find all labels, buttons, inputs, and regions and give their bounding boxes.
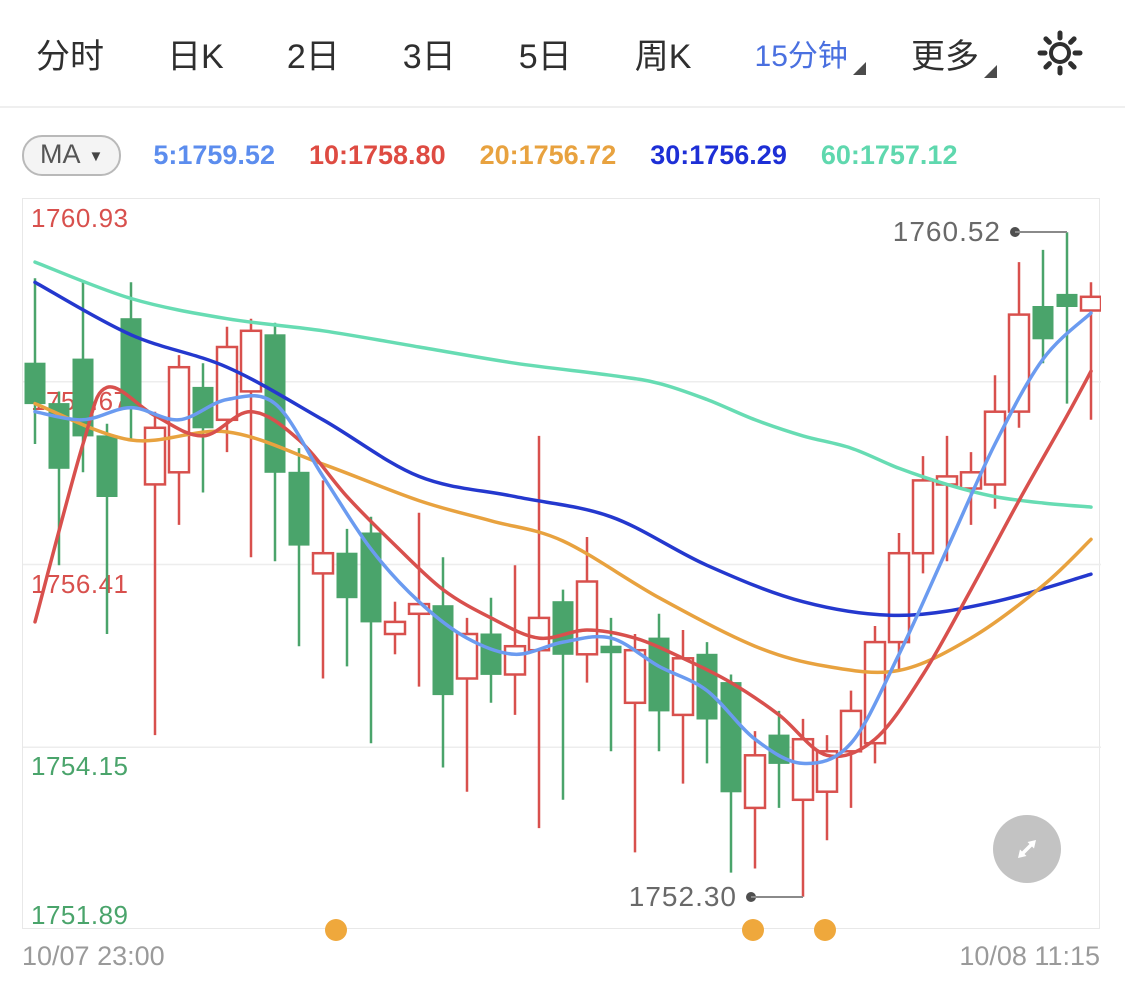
ma-values: 5:1759.52 10:1758.80 20:1756.72 30:1756.29 6… xyxy=(153,140,957,171)
tab-更多[interactable]: 更多 xyxy=(911,29,997,78)
ma-value-60: 60:1757.12 xyxy=(820,139,958,170)
ma-value-30: 30:1756.29 xyxy=(650,139,787,170)
candlestick-plot xyxy=(23,232,1101,897)
ma-selector-label: MA xyxy=(40,138,81,169)
price-axis-label: 1760.93 xyxy=(31,203,129,233)
chevron-down-icon: ▼ xyxy=(88,147,104,165)
ma-value-20: 20:1756.72 xyxy=(479,139,617,170)
fullscreen-button[interactable] xyxy=(993,815,1061,883)
price-axis-label: 1754.15 xyxy=(31,751,129,782)
price-axis-label: 1751.89 xyxy=(31,900,129,930)
dropdown-caret-icon xyxy=(983,64,997,78)
timeframe-tabs: 分时 日K 2日 3日 5日 周K 15分钟 更多 xyxy=(36,29,997,78)
tab-周K[interactable]: 周K xyxy=(634,37,692,76)
ma-value-5: 5:1759.52 xyxy=(153,139,275,170)
time-axis-start: 10/07 23:00 xyxy=(22,941,165,971)
ma-indicator-bar: MA ▼ 5:1759.52 10:1758.80 20:1756.72 30:175… xyxy=(22,132,1102,178)
settings-button[interactable] xyxy=(1035,28,1085,78)
expand-arrows-icon xyxy=(1018,840,1036,858)
gear-icon xyxy=(1037,30,1083,76)
tab-日K[interactable]: 日K xyxy=(167,37,224,76)
tab-3日[interactable]: 3日 xyxy=(402,37,456,76)
tab-15分钟[interactable]: 15分钟 xyxy=(755,31,866,75)
tab-分时[interactable]: 分时 xyxy=(36,37,104,76)
tab-2日[interactable]: 2日 xyxy=(286,37,340,76)
tab-5日[interactable]: 5日 xyxy=(518,37,572,76)
time-axis-end: 10/08 11:15 xyxy=(959,941,1100,971)
time-axis: 10/07 23:00 10/08 11:15 xyxy=(22,941,1100,972)
ma-value-10: 10:1758.80 xyxy=(308,139,446,170)
timeframe-tab-bar: 分时 日K 2日 3日 5日 周K 15分钟 更多 xyxy=(0,0,1125,108)
dropdown-caret-icon xyxy=(852,62,866,75)
ma-selector[interactable]: MA ▼ xyxy=(22,134,122,176)
